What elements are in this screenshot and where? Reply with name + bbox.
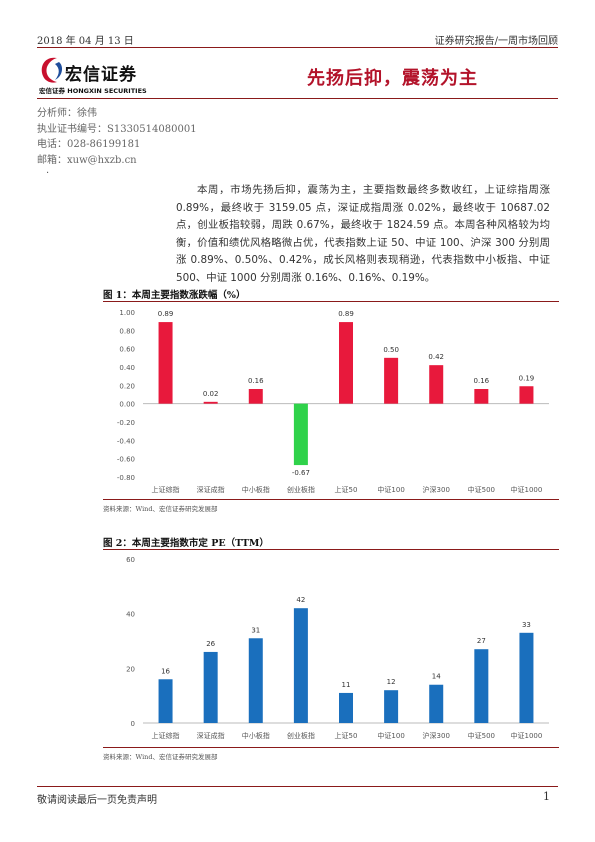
fig2-category-label: 中证1000 [511, 731, 543, 740]
fig1-category-label: 中证500 [468, 485, 495, 494]
fig2-data-label: 14 [432, 673, 441, 681]
figure2-rule [103, 549, 559, 550]
analyst-license: 执业证书编号：S1330514080001 [37, 123, 197, 135]
fig1-bar [474, 389, 489, 404]
figure1-source: 资料来源：Wind、宏信证券研究发展部 [103, 505, 218, 513]
summary-paragraph: 本周，市场先扬后抑，震荡为主，主要指数最终多数收红，上证综指周涨 0.89%，最… [176, 184, 550, 284]
fig1-ytick-label: 0.40 [119, 364, 135, 372]
title-rule [37, 98, 558, 99]
fig1-data-label: 0.50 [383, 346, 399, 354]
fig1-data-label: 0.42 [428, 353, 444, 361]
fig2-data-label: 16 [161, 667, 170, 675]
fig2-ytick-label: 0 [131, 720, 135, 728]
fig1-ytick-label: -0.20 [117, 419, 135, 427]
fig2-data-label: 26 [206, 640, 215, 648]
fig2-category-label: 中证500 [468, 731, 495, 740]
fig1-ytick-label: 0.60 [119, 346, 135, 354]
bullet-dot: · [46, 168, 50, 179]
page-number: 1 [543, 790, 550, 803]
analyst-info: 分析师：徐伟 执业证书编号：S1330514080001 电话：028-8619… [37, 106, 197, 168]
fig1-bar [203, 401, 218, 404]
fig1-bar [248, 389, 263, 404]
figure1-rule [103, 301, 559, 302]
logo-swirl-icon [41, 57, 63, 83]
fig1-ytick-label: -0.40 [117, 437, 135, 445]
fig1-ytick-label: 0.80 [119, 327, 135, 335]
footer-rule [37, 786, 558, 787]
fig2-data-label: 27 [477, 637, 486, 645]
fig2-bar [248, 638, 263, 723]
fig2-bar [429, 684, 444, 723]
fig1-ytick-label: 0.00 [119, 401, 135, 409]
fig2-category-label: 中证100 [377, 731, 404, 740]
page-title: 先扬后抑，震荡为主 [307, 68, 478, 89]
fig2-category-label: 深证成指 [197, 731, 225, 740]
fig1-bar [519, 386, 534, 404]
fig1-bar [293, 403, 308, 466]
fig2-ytick-label: 20 [126, 665, 135, 673]
fig1-data-label: -0.67 [292, 469, 310, 477]
fig2-bar [474, 649, 489, 723]
fig1-data-label: 0.16 [474, 377, 490, 385]
fig1-category-label: 创业板指 [287, 485, 315, 494]
company-logo: 宏信证券 宏信证券 HONGXIN SECURITIES [37, 54, 177, 95]
fig1-category-label: 沪深300 [423, 485, 450, 494]
figure1-chart: 1.00 0.80 0.60 0.40 0.20 0.00 -0.20 -0.40 -0.60 -… [117, 309, 549, 494]
fig2-category-label: 上证50 [335, 731, 358, 740]
logo-subtitle: 宏信证券 HONGXIN SECURITIES [39, 87, 147, 95]
fig1-ytick-label: 0.20 [119, 382, 135, 390]
fig1-data-label: 0.89 [338, 310, 354, 318]
fig1-category-label: 上证综指 [152, 485, 180, 494]
fig2-bar [384, 690, 399, 723]
fig2-ytick-label: 60 [126, 556, 135, 564]
report-type: 证券研究报告/一周市场回顾 [434, 36, 558, 47]
footer-disclaimer: 敬请阅读最后一页免责声明 [37, 795, 157, 806]
figure2-source: 资料来源：Wind、宏信证券研究发展部 [103, 753, 218, 761]
fig1-bar [429, 365, 444, 404]
fig1-category-label: 深证成指 [197, 485, 225, 494]
fig1-category-label: 上证50 [335, 485, 358, 494]
fig2-bar [293, 608, 308, 723]
fig1-category-label: 中小板指 [242, 485, 270, 494]
fig2-category-label: 上证综指 [152, 731, 180, 740]
fig1-bar [384, 357, 399, 404]
fig1-ytick-label: 1.00 [119, 309, 135, 317]
fig1-bar [158, 322, 173, 404]
fig1-ytick-label: -0.80 [117, 474, 135, 482]
fig2-bar [519, 632, 534, 723]
fig1-data-label: 0.89 [158, 310, 174, 318]
analyst-email: 邮箱：xuw@hxzb.cn [37, 154, 137, 166]
logo-name: 宏信证券 [65, 65, 137, 85]
fig1-bar [339, 322, 353, 404]
figure1-bottom-rule [103, 499, 559, 500]
figure1-title: 图 1：本周主要指数涨跌幅（%） [103, 290, 246, 301]
fig2-category-label: 中小板指 [242, 731, 270, 740]
fig1-ytick-label: -0.60 [117, 456, 135, 464]
header-rule [37, 47, 558, 48]
fig1-data-label: 0.16 [248, 377, 264, 385]
fig1-data-label: 0.19 [519, 374, 535, 382]
figure2-bottom-rule [103, 747, 559, 748]
fig2-data-label: 33 [522, 621, 531, 629]
fig2-data-label: 12 [387, 678, 396, 686]
fig2-ytick-label: 40 [126, 611, 135, 619]
fig1-category-label: 中证1000 [511, 485, 543, 494]
figure2-chart: 60 40 20 0 16 上证综指 26 深证成指 31 中小板指 42 创业板指 11 上证50 12 中… [126, 556, 549, 740]
fig2-bar [339, 692, 353, 723]
report-date: 2018 年 04 月 13 日 [37, 36, 134, 47]
fig2-data-label: 31 [251, 626, 260, 634]
fig2-data-label: 42 [296, 596, 305, 604]
fig2-bar [158, 679, 173, 723]
fig2-category-label: 创业板指 [287, 731, 315, 740]
fig1-data-label: 0.02 [203, 390, 219, 398]
figure2-title: 图 2：本周主要指数市定 PE（TTM） [103, 538, 269, 549]
fig1-category-label: 中证100 [377, 485, 404, 494]
fig2-data-label: 11 [342, 681, 351, 689]
fig2-category-label: 沪深300 [423, 731, 450, 740]
analyst-name: 分析师：徐伟 [37, 108, 97, 119]
analyst-phone: 电话：028-86199181 [37, 139, 141, 150]
fig2-bar [203, 651, 218, 723]
